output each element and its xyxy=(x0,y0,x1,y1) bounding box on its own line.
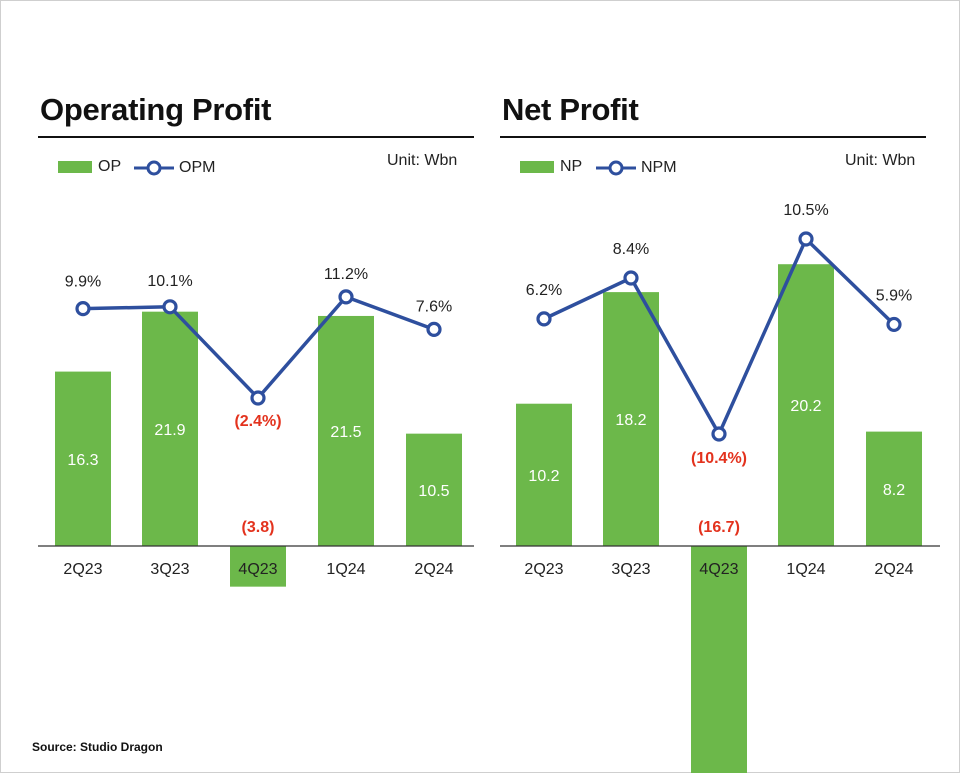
bar-value-label: (16.7) xyxy=(698,519,740,536)
legend-line-swatch xyxy=(596,160,636,176)
x-tick-label: 3Q23 xyxy=(611,561,650,578)
legend-label: NP xyxy=(560,158,583,175)
bar-1Q24 xyxy=(318,315,374,546)
margin-line xyxy=(543,237,896,436)
bar-2Q23 xyxy=(516,403,572,546)
margin-point-4Q23 xyxy=(711,426,727,442)
panel-title: Net Profit xyxy=(502,92,639,127)
bar-2Q23 xyxy=(55,371,111,546)
margin-point-2Q24 xyxy=(426,321,442,337)
margin-point-2Q24 xyxy=(886,316,902,333)
unit-label: Unit: Wbn xyxy=(387,152,458,169)
margin-point-4Q23 xyxy=(250,390,266,406)
legend-bar-swatch xyxy=(520,161,554,173)
x-tick-label: 2Q23 xyxy=(63,561,102,578)
bar-value-label: 18.2 xyxy=(615,412,646,429)
margin-line xyxy=(82,295,435,400)
bar-4Q23 xyxy=(691,546,747,773)
bar-2Q24 xyxy=(406,433,462,546)
bar-value-label: (3.8) xyxy=(242,519,275,536)
net-profit-panel: Net Profit NP NPM Unit: Wbn 10.2 18.2 (16.… xyxy=(500,0,960,773)
bar-value-label: 20.2 xyxy=(790,398,821,415)
title-divider xyxy=(38,136,474,138)
margin-value-label: 7.6% xyxy=(416,298,452,315)
x-tick-label: 2Q24 xyxy=(874,561,913,578)
legend-item-npm: NPM xyxy=(596,158,677,178)
bar-4Q23 xyxy=(230,546,286,587)
margin-value-label: 6.2% xyxy=(526,282,562,299)
x-tick-label: 2Q24 xyxy=(414,561,453,578)
margin-point-1Q24 xyxy=(338,289,354,305)
margin-value-label: 10.5% xyxy=(783,202,828,219)
margin-value-label: 5.9% xyxy=(876,287,912,304)
margin-point-3Q23 xyxy=(623,270,639,286)
bar-value-label: 21.9 xyxy=(154,422,185,439)
panel-title: Operating Profit xyxy=(40,92,272,127)
margin-value-label: 8.4% xyxy=(613,241,649,258)
bar-value-label: 16.3 xyxy=(67,452,98,469)
margin-point-3Q23 xyxy=(162,299,178,315)
margin-point-2Q23 xyxy=(536,311,552,327)
x-tick-label: 2Q23 xyxy=(524,561,563,578)
legend-label: OP xyxy=(98,158,122,175)
bar-value-label: 21.5 xyxy=(330,424,361,441)
legend-item-op: OP xyxy=(58,158,121,176)
margin-value-label: 10.1% xyxy=(147,273,192,290)
title-divider xyxy=(500,136,926,138)
bar-value-label: 10.2 xyxy=(528,468,559,485)
margin-value-label: (2.4%) xyxy=(234,413,281,430)
legend-item-opm: OPM xyxy=(134,158,215,178)
bar-1Q24 xyxy=(778,264,834,546)
x-tick-label: 1Q24 xyxy=(326,561,365,578)
x-tick-label: 4Q23 xyxy=(699,561,738,578)
legend-label: NPM xyxy=(641,159,677,176)
x-tick-label: 1Q24 xyxy=(786,561,825,578)
bar-3Q23 xyxy=(603,292,659,546)
x-tick-label: 3Q23 xyxy=(150,561,189,578)
legend-line-swatch xyxy=(134,160,174,176)
margin-value-label: 11.2% xyxy=(324,266,368,283)
operating-profit-panel: Operating Profit OP OPM Unit: Wbn 16.3 21… xyxy=(38,0,508,640)
source-note: Source: Studio Dragon xyxy=(32,740,163,754)
margin-point-1Q24 xyxy=(798,231,814,247)
margin-value-label: 9.9% xyxy=(65,274,101,291)
bar-value-label: 8.2 xyxy=(883,482,905,499)
x-tick-label: 4Q23 xyxy=(238,561,277,578)
margin-point-2Q23 xyxy=(75,301,91,317)
operating-profit-chart: 16.3 21.9 (3.8) 21.5 10.5 2Q23 3Q23 4Q23 1Q24 2Q2… xyxy=(38,266,474,587)
legend-item-np: NP xyxy=(520,158,582,176)
bar-value-label: 10.5 xyxy=(418,483,449,500)
legend-bar-swatch xyxy=(58,161,92,173)
legend-label: OPM xyxy=(179,159,216,176)
bar-3Q23 xyxy=(142,311,198,546)
unit-label: Unit: Wbn xyxy=(845,152,916,169)
margin-value-label: (10.4%) xyxy=(691,450,747,467)
net-profit-chart: 10.2 18.2 (16.7) 20.2 8.2 2Q23 3Q23 4Q23 1Q24 2Q2… xyxy=(500,202,940,773)
bar-2Q24 xyxy=(866,431,922,546)
